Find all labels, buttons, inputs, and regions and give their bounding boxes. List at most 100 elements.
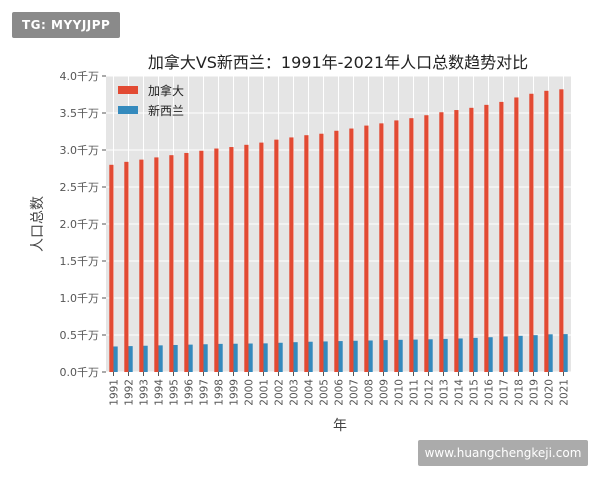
x-axis: 1991 1992 1993 1994 1995 1996 1997 1998 1999 2000… — [109, 372, 571, 406]
y-axis: 0.0千万 0.5千万 1.0千万 1.5千万 2.0千万 2.5千万 3.0千万 3.5千万… — [60, 70, 106, 379]
bar-new-zealand — [368, 340, 373, 372]
x-tick-label: 1998 — [214, 379, 226, 406]
bar-canada — [394, 120, 399, 373]
bar-new-zealand — [548, 334, 553, 372]
bar-canada — [469, 107, 474, 372]
bar-new-zealand — [263, 343, 268, 372]
watermark-bottom-right: www.huangchengkeji.com — [418, 440, 588, 466]
x-tick-label: 2021 — [559, 379, 571, 406]
bar-new-zealand — [158, 345, 163, 372]
bar-canada — [514, 97, 519, 373]
y-tick-label: 3.5千万 — [60, 107, 100, 120]
bar-new-zealand — [353, 340, 358, 372]
bar-new-zealand — [323, 341, 328, 372]
bar-canada — [109, 164, 114, 372]
legend-label: 新西兰 — [148, 103, 184, 118]
bar-new-zealand — [308, 341, 313, 372]
bar-canada — [409, 118, 414, 373]
bars — [109, 89, 568, 373]
y-tick-label: 0.5千万 — [60, 329, 100, 342]
bar-canada — [349, 128, 354, 372]
bar-new-zealand — [428, 339, 433, 372]
bar-new-zealand — [203, 344, 208, 372]
bar-canada — [559, 89, 564, 372]
bar-canada — [439, 112, 444, 372]
bar-new-zealand — [488, 337, 493, 372]
bar-canada — [184, 152, 189, 372]
x-tick-label: 2012 — [424, 379, 436, 406]
bar-canada — [454, 110, 459, 372]
x-tick-label: 1999 — [229, 379, 241, 406]
bar-canada — [214, 148, 219, 372]
bar-canada — [529, 93, 534, 372]
bar-canada — [319, 133, 324, 372]
bar-new-zealand — [278, 342, 283, 372]
x-tick-label: 2001 — [259, 379, 271, 406]
x-axis-label: 年 — [333, 418, 347, 434]
legend-swatch — [118, 106, 138, 114]
bar-new-zealand — [533, 335, 538, 372]
bar-new-zealand — [518, 335, 523, 372]
x-tick-label: 1994 — [154, 379, 166, 406]
bar-new-zealand — [398, 339, 403, 372]
bar-canada — [499, 101, 504, 373]
x-tick-label: 2015 — [469, 379, 481, 406]
bar-new-zealand — [383, 340, 388, 372]
y-tick-label: 0.0千万 — [60, 366, 100, 379]
bar-new-zealand — [113, 346, 118, 372]
x-tick-label: 1993 — [139, 379, 151, 406]
x-tick-label: 1992 — [124, 379, 136, 406]
x-tick-label: 2016 — [484, 379, 496, 406]
x-tick-label: 2003 — [289, 379, 301, 406]
x-tick-label: 2010 — [394, 379, 406, 406]
x-tick-label: 2011 — [409, 379, 421, 406]
x-tick-label: 1995 — [169, 379, 181, 406]
y-tick-label: 2.0千万 — [60, 218, 100, 231]
y-tick-label: 1.5千万 — [60, 255, 100, 268]
x-tick-label: 2018 — [514, 379, 526, 406]
bar-new-zealand — [473, 337, 478, 372]
bar-canada — [124, 161, 129, 372]
x-tick-label: 1997 — [199, 379, 211, 406]
x-tick-label: 2005 — [319, 379, 331, 406]
y-tick-label: 3.0千万 — [60, 144, 100, 157]
bar-new-zealand — [338, 341, 343, 372]
bar-canada — [334, 130, 339, 372]
bar-canada — [139, 159, 144, 372]
bar-canada — [304, 135, 309, 372]
bar-canada — [424, 115, 429, 372]
bar-new-zealand — [503, 336, 508, 372]
x-tick-label: 2002 — [274, 379, 286, 406]
x-tick-label: 1991 — [109, 379, 121, 406]
bar-new-zealand — [248, 343, 253, 372]
bar-canada — [169, 155, 174, 372]
bar-new-zealand — [143, 345, 148, 372]
bar-canada — [289, 137, 294, 372]
x-tick-label: 2014 — [454, 379, 466, 406]
bar-canada — [274, 139, 279, 372]
x-tick-label: 2020 — [544, 379, 556, 406]
x-tick-label: 2006 — [334, 379, 346, 406]
y-axis-label: 人口总数 — [30, 196, 46, 252]
x-tick-label: 2009 — [379, 379, 391, 406]
chart-title: 加拿大VS新西兰：1991年-2021年人口总数趋势对比 — [148, 53, 528, 72]
bar-new-zealand — [218, 343, 223, 372]
bar-new-zealand — [563, 334, 568, 372]
bar-new-zealand — [173, 344, 178, 372]
bar-canada — [484, 104, 489, 373]
y-tick-label: 4.0千万 — [60, 70, 100, 83]
bar-canada — [229, 147, 234, 372]
bar-new-zealand — [458, 338, 463, 372]
bar-canada — [364, 125, 369, 372]
bar-new-zealand — [188, 344, 193, 372]
x-tick-label: 2004 — [304, 379, 316, 406]
x-tick-label: 2008 — [364, 379, 376, 406]
bar-new-zealand — [128, 346, 133, 372]
bar-canada — [544, 90, 549, 373]
x-tick-label: 2019 — [529, 379, 541, 406]
legend-swatch — [118, 86, 138, 94]
x-tick-label: 1996 — [184, 379, 196, 406]
bar-new-zealand — [233, 343, 238, 372]
